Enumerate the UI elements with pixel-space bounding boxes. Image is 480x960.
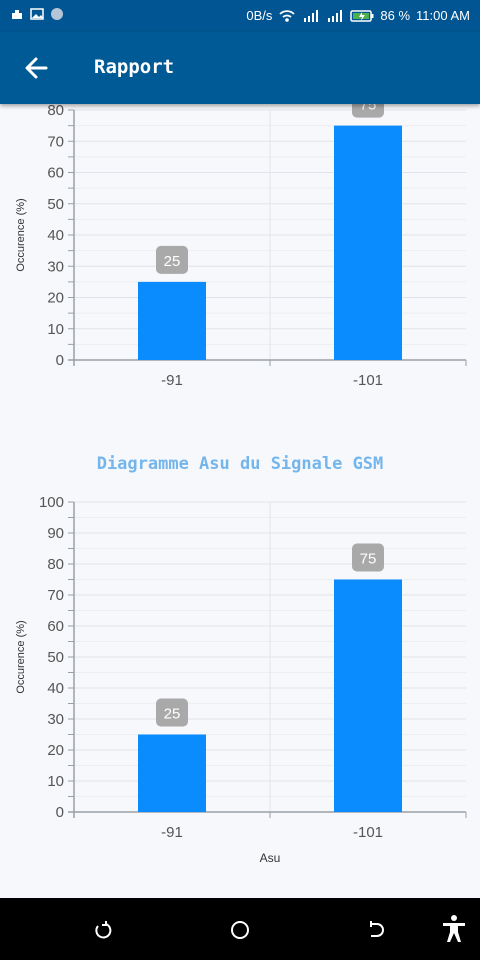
asu-chart: 0 10 20 30 40 50 60 70 80 90 100 Occurence (%) Asu -9… xyxy=(15,494,467,864)
bar xyxy=(138,281,206,360)
data-label-badge xyxy=(156,245,188,274)
y-tick-label: 40 xyxy=(47,227,64,244)
data-label: 25 xyxy=(164,253,181,270)
y-tick-label: 50 xyxy=(47,196,64,213)
bar xyxy=(334,579,402,812)
y-tick-label: 40 xyxy=(47,680,64,697)
bar xyxy=(138,734,206,812)
battery-charging-icon xyxy=(350,9,374,22)
y-tick-label: 20 xyxy=(47,742,64,759)
page-title: Rapport xyxy=(94,56,175,78)
wifi-icon xyxy=(279,9,296,22)
x-tick-label: -101 xyxy=(353,824,383,841)
signal-icon xyxy=(328,9,343,22)
y-tick-label: 30 xyxy=(47,258,64,275)
image-icon xyxy=(30,8,44,20)
y-tick-label: 0 xyxy=(56,804,64,821)
puzzle-icon xyxy=(12,10,22,19)
recent-apps-icon[interactable] xyxy=(92,918,116,942)
y-tick-label: 0 xyxy=(56,352,64,369)
back-button[interactable] xyxy=(18,50,54,86)
battery-level: 86 % xyxy=(380,8,411,23)
y-tick-label: 20 xyxy=(47,290,64,307)
app-bar: Rapport xyxy=(0,32,480,104)
status-bar: 0B/s 86 % 11:00 AM xyxy=(0,0,480,32)
navigation-bar xyxy=(0,898,480,960)
data-label-badge xyxy=(352,543,384,572)
y-tick-label: 60 xyxy=(47,165,64,182)
app-circle-icon xyxy=(51,8,63,20)
y-tick-label: 80 xyxy=(47,104,64,119)
y-tick-label: 10 xyxy=(47,773,64,790)
y-tick-label: 60 xyxy=(47,618,64,635)
back-nav-icon[interactable] xyxy=(363,918,387,942)
y-tick-label: 80 xyxy=(47,556,64,573)
y-tick-label: 70 xyxy=(47,587,64,604)
x-axis-label: Asu xyxy=(260,851,281,864)
x-tick-label: -101 xyxy=(353,372,383,389)
y-tick-label: 70 xyxy=(47,133,64,150)
x-tick-label: -91 xyxy=(161,824,183,841)
network-speed: 0B/s xyxy=(246,8,273,23)
bar xyxy=(334,125,402,360)
y-axis-label: Occurence (%) xyxy=(15,198,27,271)
y-tick-label: 10 xyxy=(47,321,64,338)
y-tick-label: 100 xyxy=(39,494,64,511)
clock: 11:00 AM xyxy=(416,8,470,23)
signal-icon xyxy=(304,9,319,22)
y-tick-label: 30 xyxy=(47,711,64,728)
data-label: 75 xyxy=(360,104,377,114)
accessibility-icon[interactable] xyxy=(440,914,468,944)
data-label: 25 xyxy=(164,706,181,723)
data-label-badge xyxy=(352,104,384,118)
data-label: 75 xyxy=(360,551,377,568)
y-tick-label: 90 xyxy=(47,525,64,542)
chart-title: Diagramme Asu du Signale GSM xyxy=(96,454,384,474)
arrow-left-icon xyxy=(25,57,48,79)
y-axis-label: Occurence (%) xyxy=(15,620,27,693)
data-label-badge xyxy=(156,698,188,727)
x-tick-label: -91 xyxy=(161,372,183,389)
y-tick-label: 50 xyxy=(47,649,64,666)
home-icon[interactable] xyxy=(228,918,252,942)
